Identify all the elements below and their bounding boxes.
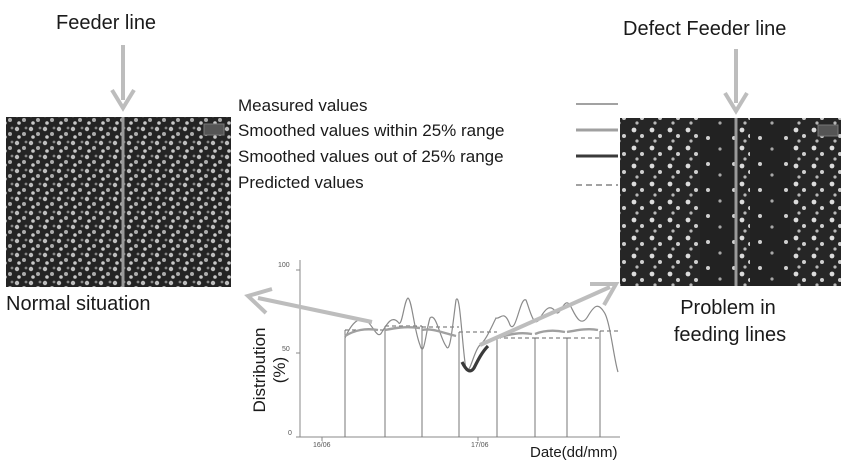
chart-predicted-lines — [345, 325, 620, 339]
x-tick-1606: 16/06 — [313, 442, 331, 449]
legend-label-smoothed-in: Smoothed values within 25% range — [238, 121, 505, 140]
chart-ylabel-line1: Distribution — [250, 327, 269, 413]
right-bottom-label-1: Problem in — [680, 297, 776, 319]
arrow-to-right-photo — [479, 282, 620, 347]
chart-xlabel: Date(dd/mm) — [530, 444, 618, 461]
arrow-to-left-photo — [244, 287, 373, 324]
right-bottom-label-2: feeding lines — [673, 324, 787, 346]
chart-window-lines — [344, 326, 601, 437]
legend-label-measured: Measured values — [238, 96, 368, 115]
y-tick-50: 50 — [282, 346, 290, 353]
y-tick-100: 100 — [278, 262, 290, 269]
left-top-label: Feeder line — [56, 12, 157, 34]
x-tick-1706: 17/06 — [471, 442, 489, 449]
left-photo — [6, 117, 231, 287]
chart-smoothed-within-line — [344, 325, 599, 340]
chart-measured-line — [344, 297, 619, 373]
legend-label-smoothed-out: Smoothed values out of 25% range — [238, 147, 504, 166]
right-down-arrow — [723, 49, 749, 115]
chart-smoothed-out-line — [460, 344, 490, 373]
y-tick-0: 0 — [288, 430, 292, 437]
chart-ylabel-line2: (%) — [270, 356, 289, 384]
left-bottom-label: Normal situation — [6, 293, 151, 315]
right-photo — [620, 118, 841, 286]
right-top-label: Defect Feeder line — [623, 18, 787, 40]
chart-ylabel: Distribution (%) — [250, 305, 290, 435]
legend-label-predicted: Predicted values — [238, 173, 364, 192]
left-down-arrow — [110, 45, 136, 112]
